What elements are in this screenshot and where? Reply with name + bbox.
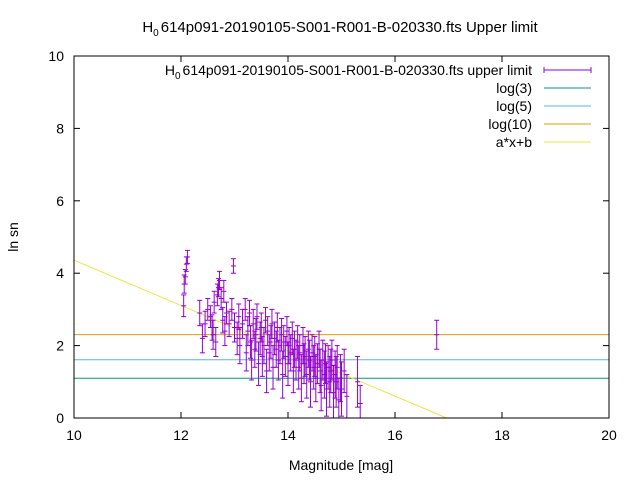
x-tick-label: 12 <box>173 427 189 443</box>
errorbar-point <box>337 354 343 403</box>
errorbar-point <box>297 334 303 372</box>
plot-area <box>73 249 609 419</box>
x-tick-label: 18 <box>494 427 510 443</box>
legend: H0 614p091-20190105-S001-R001-B-020330.ft… <box>165 62 592 150</box>
errorbar-point <box>211 290 217 314</box>
errorbar-point <box>248 325 254 359</box>
y-axis-label: ln sn <box>5 222 21 252</box>
errorbar-point <box>306 339 312 381</box>
errorbar-point <box>329 339 335 381</box>
errorbar-point <box>229 298 235 321</box>
errorbar-point <box>258 312 264 343</box>
chart-title-rest: 614p091-20190105-S001-R001-B-020330.fts … <box>161 19 539 36</box>
errorbar-point <box>209 314 215 341</box>
y-tick-label: 8 <box>56 120 64 136</box>
errorbar-point <box>252 330 258 368</box>
errorbar-point <box>205 298 211 321</box>
errorbar-point <box>199 323 205 354</box>
legend-label-upper-limit-rest: 614p091-20190105-S001-R001-B-020330.fts … <box>183 62 533 78</box>
errorbar-point <box>221 279 227 303</box>
errorbar-points <box>181 249 440 419</box>
errorbar-point <box>304 350 310 399</box>
errorbar-point <box>280 350 286 399</box>
errorbar-point <box>182 269 188 285</box>
errorbar-point <box>236 303 242 330</box>
x-tick-label: 16 <box>387 427 403 443</box>
errorbar-point <box>270 345 276 390</box>
legend-label-log10: log(10) <box>488 116 532 132</box>
y-tick-label: 10 <box>48 48 64 64</box>
legend-label-upper-limit-prefix: H <box>165 62 175 78</box>
errorbar-point <box>341 348 347 394</box>
errorbar-point <box>213 327 219 357</box>
chart-title-prefix: H <box>142 19 153 36</box>
x-tick-label: 10 <box>66 427 82 443</box>
errorbar-point <box>184 249 190 264</box>
errorbar-point <box>322 343 328 385</box>
y-tick-label: 0 <box>56 410 64 426</box>
errorbar-point <box>307 355 313 408</box>
errorbar-point <box>312 336 318 377</box>
errorbar-point <box>181 294 187 318</box>
errorbar-point <box>242 298 248 321</box>
errorbar-point <box>232 312 237 343</box>
errorbar-point <box>298 354 304 403</box>
errorbar-point <box>202 310 208 338</box>
errorbar-point <box>249 339 255 381</box>
errorbar-point <box>328 348 334 394</box>
chart-title-subscript: 0 <box>153 28 159 39</box>
errorbar-point <box>254 303 260 330</box>
legend-label-fit: a*x+b <box>496 134 532 150</box>
axes: 10 12 14 16 18 20 0 2 4 6 8 10 <box>48 48 617 443</box>
x-axis-label: Magnitude [mag] <box>289 457 393 473</box>
errorbar-point <box>301 343 307 385</box>
errorbar-point <box>305 330 311 368</box>
plot-frame <box>73 55 610 419</box>
errorbar-point <box>434 319 440 350</box>
chart-title: H0 614p091-20190105-S001-R001-B-020330.ft… <box>142 19 538 39</box>
x-tick-label: 14 <box>280 427 296 443</box>
errorbar-point <box>237 327 243 365</box>
errorbar-point <box>355 355 361 408</box>
legend-label-upper-limit-subscript: 0 <box>175 71 181 82</box>
errorbar-point <box>333 355 339 408</box>
errorbar-point <box>226 310 232 338</box>
x-tick-label: 20 <box>601 427 617 443</box>
errorbar-point <box>210 319 216 350</box>
errorbar-point <box>339 361 344 417</box>
y-tick-label: 4 <box>56 265 64 281</box>
y-tick-label: 6 <box>56 193 64 209</box>
errorbar-point <box>230 258 236 274</box>
legend-label-log5: log(5) <box>496 98 532 114</box>
errorbar-point <box>253 317 259 352</box>
y-tick-label: 2 <box>56 338 64 354</box>
legend-label-upper-limit: H0 614p091-20190105-S001-R001-B-020330.ft… <box>165 62 532 82</box>
legend-label-log3: log(3) <box>496 80 532 96</box>
errorbar-point <box>197 299 203 327</box>
